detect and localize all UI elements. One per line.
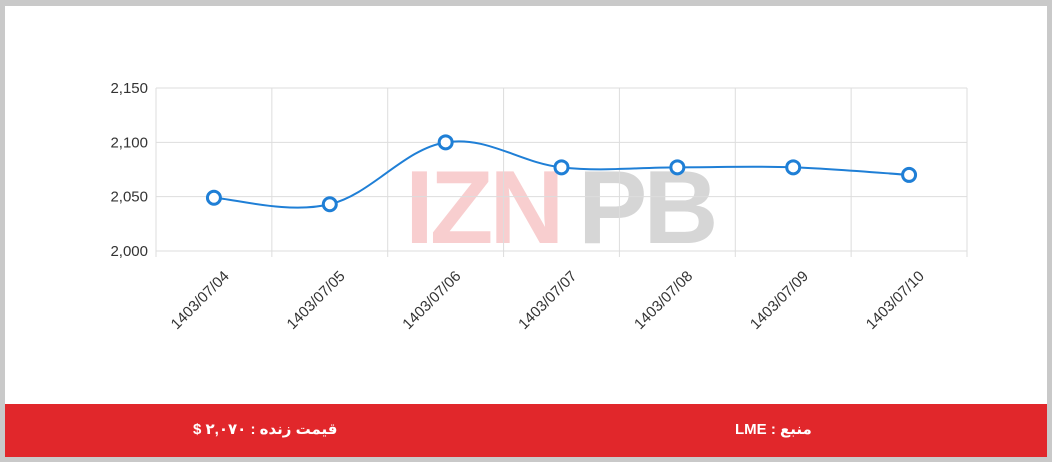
y-tick-label: 2,000 xyxy=(110,243,148,260)
x-tick-label: 1403/07/10 xyxy=(863,268,928,333)
x-tick-label: 1403/07/09 xyxy=(747,268,812,333)
x-tick-label: 1403/07/05 xyxy=(284,268,349,333)
y-tick-label: 2,100 xyxy=(110,134,148,151)
data-point[interactable] xyxy=(669,159,686,176)
data-point[interactable] xyxy=(321,196,338,213)
live-price-label: قیمت زنده : ۲,۰۷۰ $ xyxy=(193,421,338,438)
y-tick-label: 2,150 xyxy=(110,80,148,97)
footer-bar: قیمت زنده : ۲,۰۷۰ $ منبع : LME xyxy=(5,404,1047,457)
data-point[interactable] xyxy=(437,134,454,151)
data-point[interactable] xyxy=(901,166,918,183)
x-tick-label: 1403/07/08 xyxy=(631,268,696,333)
watermark-text-red: IZN xyxy=(405,150,561,266)
x-tick-label: 1403/07/06 xyxy=(399,268,464,333)
x-tick-label: 1403/07/07 xyxy=(515,268,580,333)
y-axis: 2,000 2,050 2,100 2,150 xyxy=(110,80,148,260)
y-tick-label: 2,050 xyxy=(110,189,148,206)
chart-area: IZN PB 2,000 2,050 2,100 2,150 1403/07/04 140… xyxy=(5,6,1047,404)
series-layer xyxy=(205,134,918,213)
x-tick-label: 1403/07/04 xyxy=(168,268,233,333)
data-point[interactable] xyxy=(785,159,802,176)
source-label: منبع : LME xyxy=(735,421,812,438)
x-axis: 1403/07/04 1403/07/05 1403/07/06 1403/07/07… xyxy=(168,268,928,333)
data-point[interactable] xyxy=(553,159,570,176)
data-point[interactable] xyxy=(205,189,222,206)
